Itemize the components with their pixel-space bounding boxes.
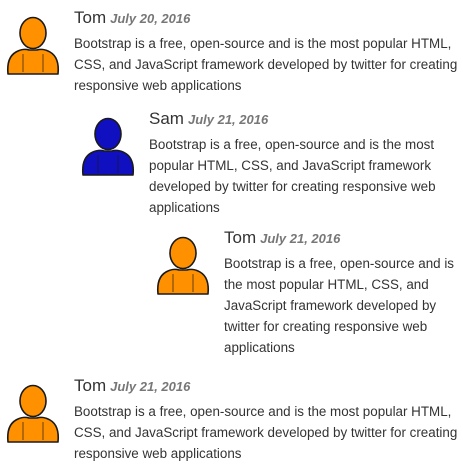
comment-author: Sam: [149, 109, 184, 128]
comment-date: July 20, 2016: [110, 11, 191, 26]
comment-author: Tom: [74, 8, 107, 27]
comment-reply: Sam July 21, 2016 Bootstrap is a free, op…: [77, 109, 461, 218]
user-icon: [2, 382, 64, 444]
comment-date: July 21, 2016: [110, 379, 191, 394]
comment-date: July 21, 2016: [260, 231, 341, 246]
comment-author: Tom: [74, 376, 107, 395]
avatar: [77, 115, 139, 177]
comment-header: Tom July 20, 2016: [74, 8, 461, 29]
comment-header: Tom July 21, 2016: [224, 228, 461, 249]
comment-body: Tom July 21, 2016 Bootstrap is a free, op…: [74, 376, 461, 464]
user-icon: [77, 115, 139, 177]
comment-body: Tom July 20, 2016 Bootstrap is a free, op…: [74, 8, 461, 96]
avatar: [2, 382, 64, 444]
user-icon: [2, 14, 64, 76]
avatar: [152, 234, 214, 296]
comment-text: Bootstrap is a free, open-source and is …: [149, 137, 436, 215]
comment-header: Tom July 21, 2016: [74, 376, 461, 397]
comment-reply: Tom July 21, 2016 Bootstrap is a free, op…: [152, 228, 461, 358]
comment-text: Bootstrap is a free, open-source and is …: [74, 36, 458, 93]
comment: Tom July 21, 2016 Bootstrap is a free, op…: [2, 376, 461, 464]
comment: Tom July 20, 2016 Bootstrap is a free, op…: [2, 8, 461, 96]
avatar: [2, 14, 64, 76]
comment-date: July 21, 2016: [187, 112, 269, 127]
comment-text: Bootstrap is a free, open-source and is …: [74, 404, 458, 461]
comment-text: Bootstrap is a free, open-source and is …: [224, 256, 455, 355]
comment-body: Sam July 21, 2016 Bootstrap is a free, op…: [149, 109, 461, 218]
comment-header: Sam July 21, 2016: [149, 109, 461, 130]
user-icon: [152, 234, 214, 296]
comment-body: Tom July 21, 2016 Bootstrap is a free, op…: [224, 228, 461, 358]
comment-author: Tom: [224, 228, 257, 247]
